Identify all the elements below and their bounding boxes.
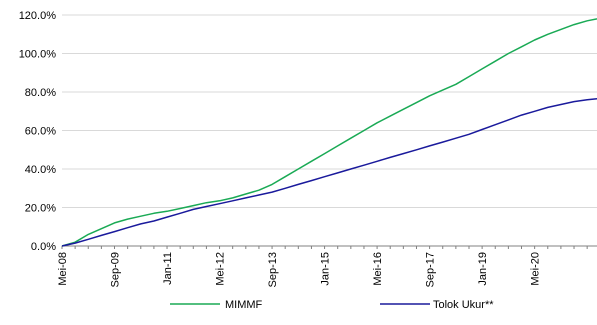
series-lines bbox=[61, 18, 597, 247]
legend-label: Tolok Ukur** bbox=[433, 299, 494, 311]
y-tick-label: 100.0% bbox=[19, 49, 57, 61]
x-tick-label: Mei-20 bbox=[530, 252, 542, 286]
x-axis: Mei-08 Sep-09 Jan-11 Mei-12 Sep-13 Jan-15 Mei-… bbox=[57, 245, 597, 287]
y-tick-label: 20.0% bbox=[25, 203, 56, 215]
x-tick-label: Sep-09 bbox=[110, 252, 122, 287]
gridlines bbox=[62, 14, 597, 208]
legend: MIMMF Tolok Ukur** bbox=[170, 299, 494, 311]
x-tick-label: Jan-11 bbox=[162, 252, 174, 285]
x-tick-label: Mei-16 bbox=[372, 252, 384, 286]
y-tick-label: 60.0% bbox=[25, 126, 56, 138]
y-tick-label: 120.0% bbox=[19, 10, 57, 22]
x-tick-label: Mei-08 bbox=[57, 252, 69, 286]
x-tick-label: Mei-12 bbox=[215, 252, 227, 286]
y-tick-label: 40.0% bbox=[25, 164, 56, 176]
y-axis: 0.0% 20.0% 40.0% 60.0% 80.0% 100.0% 120.0% bbox=[19, 10, 57, 253]
x-tick-label: Sep-13 bbox=[267, 252, 279, 287]
x-tick-label: Sep-17 bbox=[425, 252, 437, 287]
x-tick-label: Jan-19 bbox=[477, 252, 489, 286]
series-line-mimmf bbox=[61, 18, 597, 247]
legend-label: MIMMF bbox=[225, 299, 263, 311]
y-tick-label: 80.0% bbox=[25, 87, 56, 99]
x-tick-label: Jan-15 bbox=[320, 252, 332, 286]
y-tick-label: 0.0% bbox=[31, 241, 56, 253]
series-line-tolok-ukur bbox=[61, 97, 597, 247]
